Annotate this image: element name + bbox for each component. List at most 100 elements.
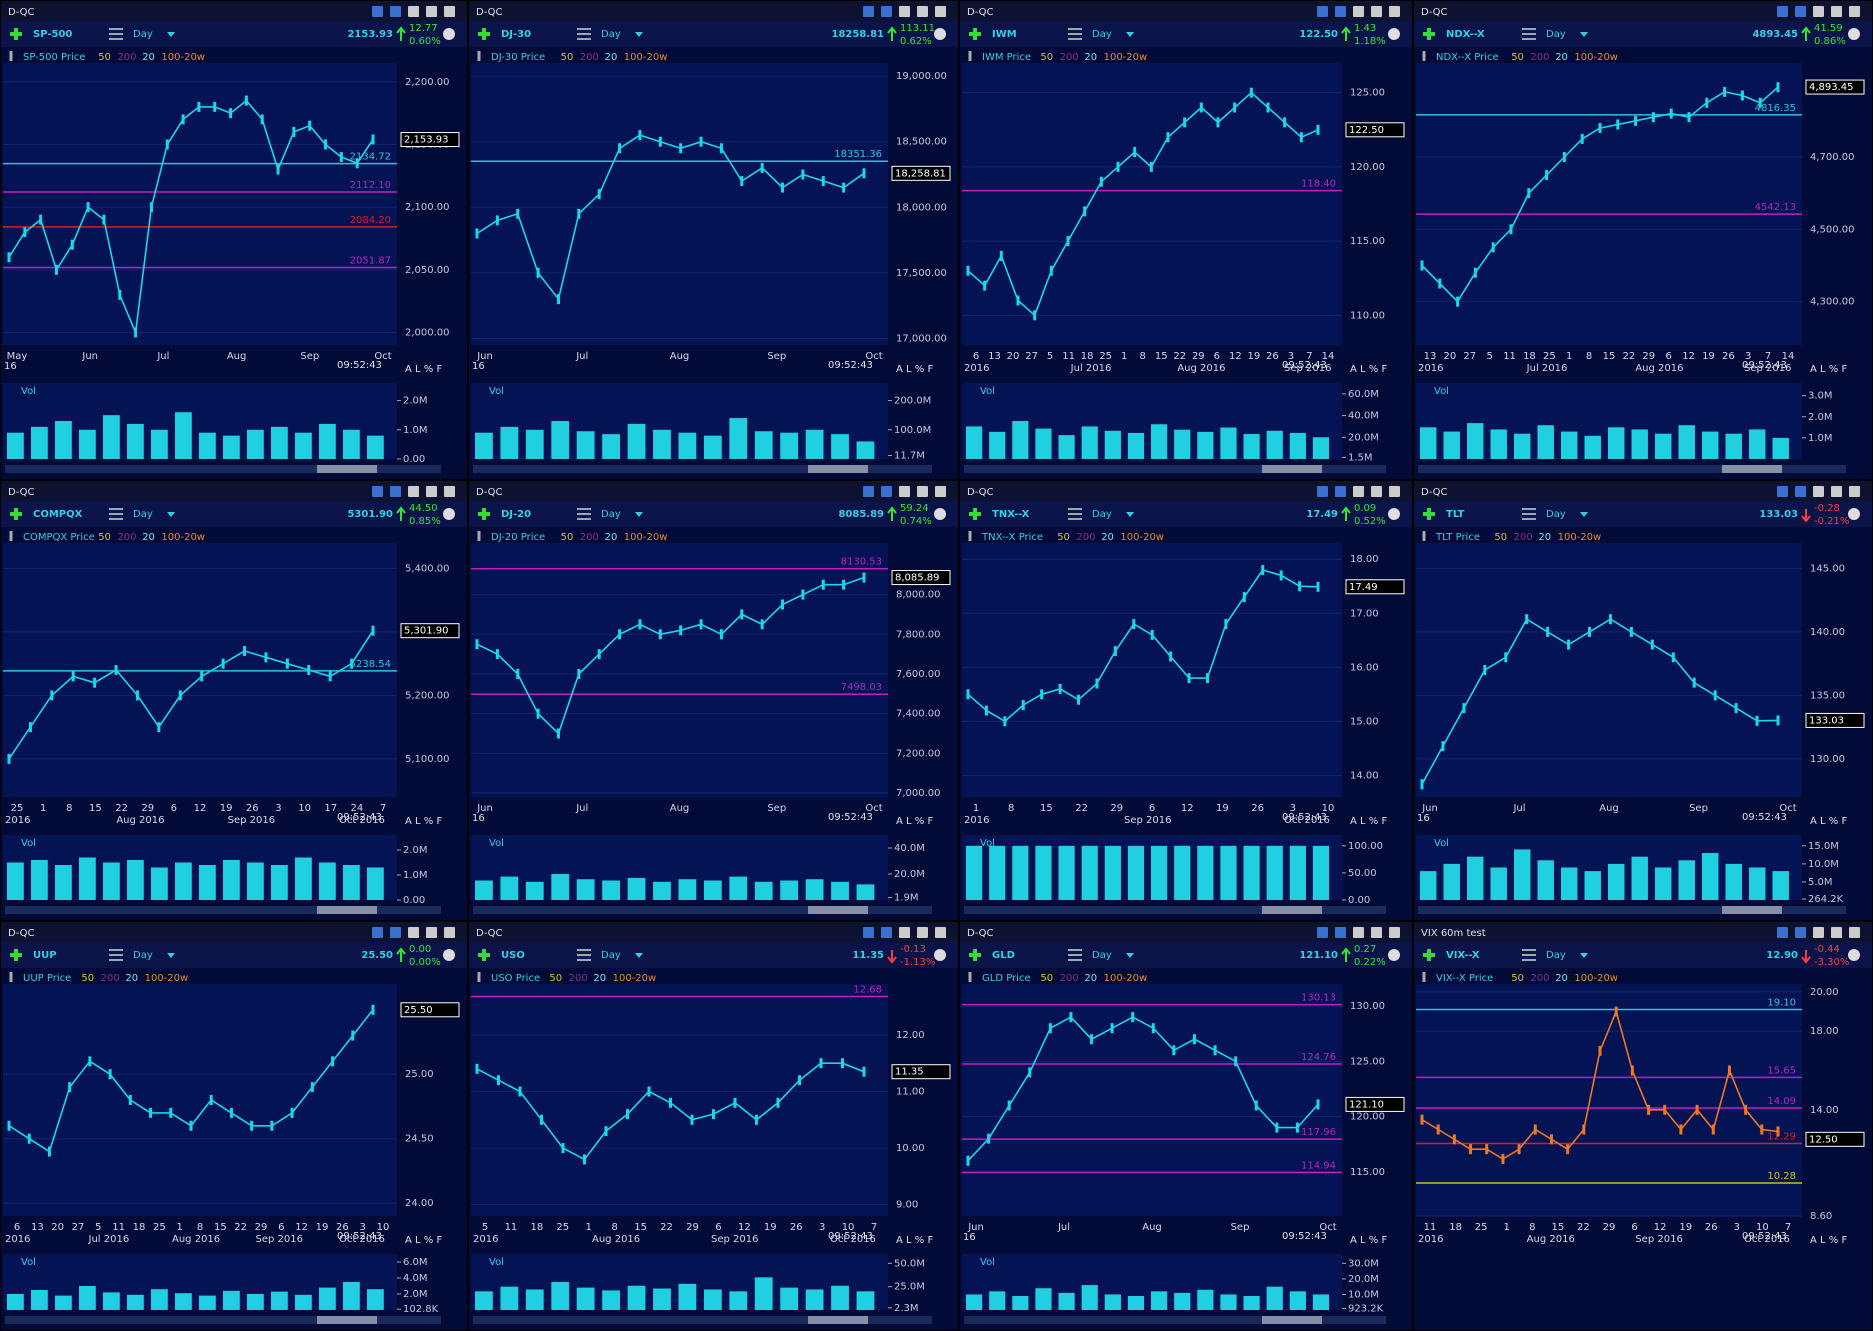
window-icon[interactable] xyxy=(935,6,946,17)
chart-toolbar[interactable]: A L % F xyxy=(1810,816,1847,827)
period-dropdown[interactable] xyxy=(167,953,175,958)
window-icon[interactable] xyxy=(935,927,946,938)
scrollbar[interactable] xyxy=(473,1316,932,1324)
symbol[interactable]: UUP xyxy=(33,950,57,961)
window-icon[interactable] xyxy=(1831,486,1842,497)
window-icon[interactable] xyxy=(390,486,401,497)
window-icon[interactable] xyxy=(408,6,419,17)
period[interactable]: Day xyxy=(133,29,153,40)
window-icon[interactable] xyxy=(408,927,419,938)
add-icon[interactable] xyxy=(969,508,981,520)
settings-icon[interactable] xyxy=(1388,508,1400,520)
scroll-thumb[interactable] xyxy=(808,1316,868,1324)
menu-icon[interactable] xyxy=(1068,949,1082,961)
window-icon[interactable] xyxy=(917,486,928,497)
window-icon[interactable] xyxy=(899,927,910,938)
window-icon[interactable] xyxy=(1813,486,1824,497)
period-dropdown[interactable] xyxy=(1580,953,1588,958)
scrollbar[interactable] xyxy=(1418,465,1846,473)
window-icon[interactable] xyxy=(444,486,455,497)
scrollbar[interactable] xyxy=(5,1316,441,1324)
settings-icon[interactable] xyxy=(934,949,946,961)
chart-toolbar[interactable]: A L % F xyxy=(1810,364,1847,375)
menu-icon[interactable] xyxy=(577,508,591,520)
panel-title[interactable]: D-QC xyxy=(967,928,994,939)
window-icon[interactable] xyxy=(863,6,874,17)
window-icon[interactable] xyxy=(1317,927,1328,938)
window-icon[interactable] xyxy=(917,6,928,17)
settings-icon[interactable] xyxy=(443,508,455,520)
window-icon[interactable] xyxy=(1335,486,1346,497)
panel-title[interactable]: D-QC xyxy=(476,7,503,18)
menu-icon[interactable] xyxy=(577,28,591,40)
period[interactable]: Day xyxy=(133,509,153,520)
chart-toolbar[interactable]: A L % F xyxy=(405,364,442,375)
period-dropdown[interactable] xyxy=(167,32,175,37)
menu-icon[interactable] xyxy=(1522,28,1536,40)
add-icon[interactable] xyxy=(10,28,22,40)
scroll-thumb[interactable] xyxy=(1722,906,1782,914)
window-icon[interactable] xyxy=(1389,6,1400,17)
period-dropdown[interactable] xyxy=(1126,32,1134,37)
window-icon[interactable] xyxy=(1849,486,1860,497)
window-icon[interactable] xyxy=(1371,486,1382,497)
scroll-thumb[interactable] xyxy=(808,465,868,473)
window-icon[interactable] xyxy=(881,927,892,938)
window-icon[interactable] xyxy=(444,6,455,17)
panel-title[interactable]: D-QC xyxy=(8,928,35,939)
window-icon[interactable] xyxy=(899,486,910,497)
settings-icon[interactable] xyxy=(1388,28,1400,40)
scrollbar[interactable] xyxy=(964,906,1386,914)
window-icon[interactable] xyxy=(1777,927,1788,938)
scrollbar[interactable] xyxy=(473,465,932,473)
period[interactable]: Day xyxy=(1546,950,1566,961)
add-icon[interactable] xyxy=(10,508,22,520)
scroll-thumb[interactable] xyxy=(317,465,377,473)
window-icon[interactable] xyxy=(1831,6,1842,17)
settings-icon[interactable] xyxy=(1848,508,1860,520)
symbol[interactable]: VIX--X xyxy=(1446,950,1480,961)
panel-title[interactable]: D-QC xyxy=(8,7,35,18)
window-icon[interactable] xyxy=(863,486,874,497)
menu-icon[interactable] xyxy=(1522,508,1536,520)
settings-icon[interactable] xyxy=(934,28,946,40)
add-icon[interactable] xyxy=(478,949,490,961)
period[interactable]: Day xyxy=(1546,29,1566,40)
chart-toolbar[interactable]: A L % F xyxy=(405,1235,442,1246)
add-icon[interactable] xyxy=(1423,508,1435,520)
window-icon[interactable] xyxy=(1831,927,1842,938)
scrollbar[interactable] xyxy=(5,465,441,473)
add-icon[interactable] xyxy=(1423,949,1435,961)
window-icon[interactable] xyxy=(1353,6,1364,17)
window-icon[interactable] xyxy=(1317,6,1328,17)
window-icon[interactable] xyxy=(372,927,383,938)
panel-title[interactable]: D-QC xyxy=(1421,7,1448,18)
period[interactable]: Day xyxy=(601,509,621,520)
symbol[interactable]: TNX--X xyxy=(992,509,1030,520)
settings-icon[interactable] xyxy=(1848,949,1860,961)
scroll-thumb[interactable] xyxy=(1722,465,1782,473)
panel-title[interactable]: D-QC xyxy=(476,487,503,498)
symbol[interactable]: NDX--X xyxy=(1446,29,1485,40)
window-icon[interactable] xyxy=(1371,927,1382,938)
window-icon[interactable] xyxy=(426,927,437,938)
period-dropdown[interactable] xyxy=(1580,32,1588,37)
menu-icon[interactable] xyxy=(1068,28,1082,40)
window-icon[interactable] xyxy=(1335,927,1346,938)
window-icon[interactable] xyxy=(881,6,892,17)
window-icon[interactable] xyxy=(372,486,383,497)
settings-icon[interactable] xyxy=(934,508,946,520)
chart-toolbar[interactable]: A L % F xyxy=(1810,1235,1847,1246)
window-icon[interactable] xyxy=(390,927,401,938)
window-icon[interactable] xyxy=(1795,927,1806,938)
panel-title[interactable]: D-QC xyxy=(8,487,35,498)
settings-icon[interactable] xyxy=(1848,28,1860,40)
window-icon[interactable] xyxy=(1353,486,1364,497)
window-icon[interactable] xyxy=(1353,927,1364,938)
settings-icon[interactable] xyxy=(1388,949,1400,961)
chart-toolbar[interactable]: A L % F xyxy=(405,816,442,827)
settings-icon[interactable] xyxy=(443,28,455,40)
window-icon[interactable] xyxy=(1849,6,1860,17)
period[interactable]: Day xyxy=(1546,509,1566,520)
period-dropdown[interactable] xyxy=(1126,953,1134,958)
